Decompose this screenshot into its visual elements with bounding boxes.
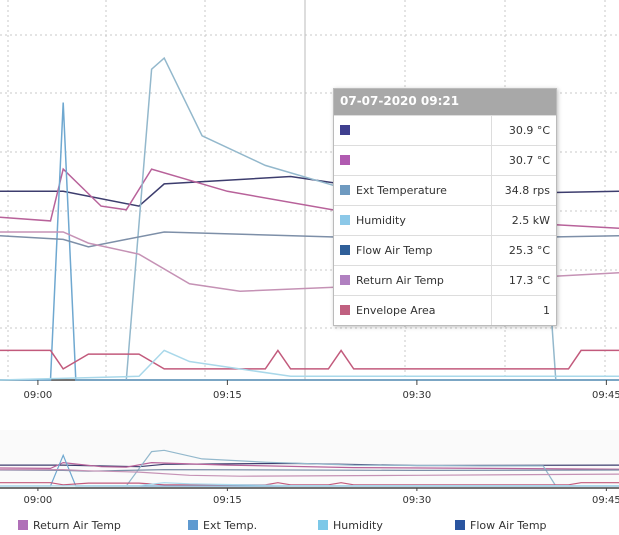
tooltip-value: 1 <box>491 295 556 325</box>
legend-swatch <box>188 520 198 530</box>
x-tick-label: 09:00 <box>23 495 52 506</box>
tooltip-name-cell <box>334 145 492 176</box>
tooltip-name: Flow Air Temp <box>356 244 433 257</box>
tooltip-value: 34.8 rps <box>491 175 556 206</box>
tooltip-value: 17.3 °C <box>491 265 556 296</box>
tooltip-swatch <box>340 275 350 285</box>
tooltip-value: 2.5 kW <box>491 205 556 236</box>
tooltip-title: 07-07-2020 09:21 <box>334 89 556 115</box>
tooltip-row: Ext Temperature 34.8 rps <box>334 175 556 206</box>
tooltip-swatch <box>340 305 350 315</box>
legend-label: Flow Air Temp <box>470 519 547 532</box>
legend-swatch <box>455 520 465 530</box>
navigator-line <box>0 482 619 487</box>
tooltip-name-cell: Envelope Area <box>334 295 492 325</box>
tooltip: 07-07-2020 09:21 30.9 °C 30.7 °C Ext Tempe… <box>333 88 557 326</box>
navigator-line <box>125 449 557 487</box>
tooltip-value: 30.7 °C <box>491 145 556 176</box>
tooltip-row: Envelope Area 1 <box>334 295 556 325</box>
legend-swatch <box>18 520 28 530</box>
tooltip-table: 30.9 °C 30.7 °C Ext Temperature 34.8 rps Hum… <box>334 115 556 325</box>
tooltip-row: Flow Air Temp 25.3 °C <box>334 235 556 266</box>
tooltip-name-cell: Humidity <box>334 205 492 236</box>
tooltip-swatch <box>340 155 350 165</box>
x-tick-label: 09:45 <box>592 390 619 401</box>
tooltip-value: 25.3 °C <box>491 235 556 266</box>
navigator-line <box>0 469 619 477</box>
tooltip-name-cell <box>334 115 492 146</box>
x-tick-label: 09:00 <box>23 390 52 401</box>
x-tick-label: 09:15 <box>213 495 242 506</box>
x-tick-label: 09:15 <box>213 390 242 401</box>
tooltip-name: Humidity <box>356 214 406 227</box>
series-line <box>0 349 619 370</box>
legend-item: Flow Air Temp <box>455 519 547 532</box>
series-line <box>0 102 619 381</box>
tooltip-name-cell: Flow Air Temp <box>334 235 492 266</box>
legend-label: Ext Temp. <box>203 519 258 532</box>
tooltip-name: Ext Temperature <box>356 184 447 197</box>
navigator <box>0 430 619 488</box>
x-tick-label: 09:30 <box>402 390 431 401</box>
tooltip-value: 30.9 °C <box>491 115 556 146</box>
legend-label: Humidity <box>333 519 383 532</box>
tooltip-swatch <box>340 125 350 135</box>
legend-item: Humidity <box>318 519 383 532</box>
tooltip-swatch <box>340 245 350 255</box>
tooltip-name-cell: Return Air Temp <box>334 265 492 296</box>
tooltip-name: Envelope Area <box>356 304 436 317</box>
series-line <box>0 167 619 230</box>
legend-label: Return Air Temp <box>33 519 121 532</box>
navigator-line <box>0 482 619 486</box>
tooltip-swatch <box>340 185 350 195</box>
x-tick-label: 09:45 <box>592 495 619 506</box>
series-line <box>0 349 619 381</box>
navigator-line <box>0 468 619 472</box>
tooltip-row: Humidity 2.5 kW <box>334 205 556 236</box>
x-tick-label: 09:30 <box>402 495 431 506</box>
navigator-line <box>0 461 619 470</box>
legend-item: Ext Temp. <box>188 519 257 532</box>
legend-item: Return Air Temp <box>18 519 121 532</box>
legend: Return Air Temp Ext Temp. Humidity Flow Air… <box>18 519 618 535</box>
tooltip-swatch <box>340 215 350 225</box>
tooltip-name: Return Air Temp <box>356 274 444 287</box>
tooltip-row: 30.7 °C <box>334 145 556 176</box>
legend-swatch <box>318 520 328 530</box>
tooltip-name-cell: Ext Temperature <box>334 175 492 206</box>
tooltip-row: 30.9 °C <box>334 115 556 146</box>
tooltip-row: Return Air Temp 17.3 °C <box>334 265 556 296</box>
